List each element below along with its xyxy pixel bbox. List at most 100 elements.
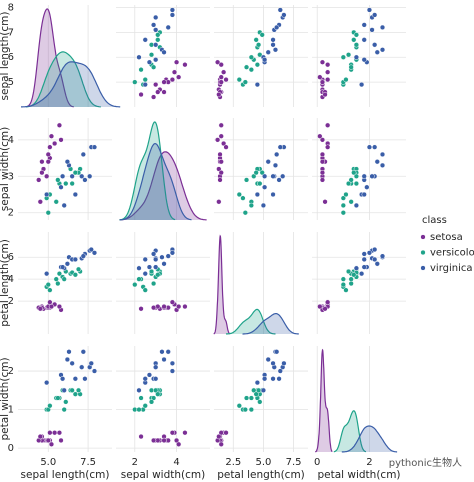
point bbox=[319, 169, 326, 176]
point bbox=[53, 276, 59, 282]
kde-line bbox=[333, 410, 367, 453]
cell bbox=[312, 232, 406, 334]
point bbox=[153, 264, 159, 270]
point bbox=[45, 281, 51, 288]
point bbox=[146, 372, 153, 378]
point bbox=[36, 177, 42, 183]
point bbox=[153, 14, 159, 21]
legend-label: virginica bbox=[430, 263, 473, 274]
point bbox=[261, 173, 268, 179]
point bbox=[236, 191, 242, 198]
point bbox=[270, 191, 276, 198]
point bbox=[75, 266, 82, 272]
y-tick-label: 5 bbox=[8, 77, 14, 88]
point bbox=[87, 173, 93, 179]
y-axis-label: sepal length(cm) bbox=[0, 12, 11, 101]
point bbox=[243, 64, 250, 70]
point bbox=[72, 391, 79, 397]
point bbox=[374, 159, 380, 165]
point bbox=[80, 349, 86, 355]
point bbox=[361, 37, 367, 43]
point bbox=[261, 57, 268, 63]
point bbox=[274, 24, 280, 31]
cell bbox=[312, 5, 406, 107]
point bbox=[348, 64, 354, 70]
point bbox=[270, 173, 276, 179]
point bbox=[176, 441, 182, 447]
point bbox=[242, 79, 248, 85]
point bbox=[142, 271, 148, 277]
point bbox=[148, 52, 155, 58]
cell bbox=[116, 232, 210, 334]
point bbox=[358, 271, 365, 277]
point bbox=[61, 276, 67, 282]
cell bbox=[116, 346, 210, 452]
point bbox=[150, 251, 157, 257]
point bbox=[351, 272, 357, 278]
point bbox=[64, 159, 71, 165]
x-tick-label: 2 bbox=[366, 457, 372, 468]
x-tick-label: 2 bbox=[132, 457, 138, 468]
point bbox=[345, 180, 352, 187]
point bbox=[361, 191, 367, 198]
point bbox=[165, 24, 171, 31]
point bbox=[56, 122, 63, 128]
point bbox=[161, 437, 167, 444]
point bbox=[319, 59, 326, 65]
point bbox=[281, 360, 287, 366]
point bbox=[150, 437, 157, 444]
point bbox=[348, 177, 354, 183]
point bbox=[242, 406, 248, 413]
point bbox=[171, 69, 178, 75]
kde-line bbox=[119, 151, 207, 221]
point bbox=[253, 391, 259, 397]
point bbox=[254, 81, 261, 88]
point bbox=[169, 299, 176, 305]
point bbox=[169, 12, 176, 18]
point bbox=[348, 280, 354, 287]
point bbox=[322, 306, 328, 312]
point bbox=[91, 144, 98, 150]
point bbox=[136, 265, 142, 271]
point bbox=[358, 81, 365, 88]
x-tick-label: 5.0 bbox=[40, 457, 56, 468]
point bbox=[216, 91, 222, 98]
point bbox=[270, 42, 276, 48]
point bbox=[148, 268, 155, 275]
point bbox=[56, 430, 63, 436]
x-tick-label: 5.0 bbox=[255, 457, 271, 468]
point bbox=[353, 54, 360, 60]
point bbox=[136, 54, 142, 60]
y-axis-label: petal length(cm) bbox=[0, 239, 11, 327]
point bbox=[265, 159, 271, 165]
point bbox=[72, 272, 79, 278]
point bbox=[159, 254, 165, 260]
point bbox=[153, 364, 159, 370]
point bbox=[277, 144, 283, 150]
point bbox=[155, 272, 161, 278]
point bbox=[80, 151, 86, 158]
point bbox=[182, 303, 188, 310]
point bbox=[325, 144, 331, 150]
point bbox=[150, 94, 157, 100]
point bbox=[72, 169, 79, 176]
point bbox=[254, 379, 261, 386]
point bbox=[55, 395, 61, 401]
point bbox=[340, 202, 346, 209]
x-tick-label: 4 bbox=[173, 457, 179, 468]
point bbox=[353, 32, 360, 38]
point bbox=[218, 159, 224, 165]
point bbox=[69, 180, 75, 187]
point bbox=[372, 144, 378, 150]
point bbox=[142, 76, 148, 83]
point bbox=[72, 256, 79, 263]
point bbox=[351, 37, 357, 43]
point bbox=[51, 140, 58, 147]
x-axis-label: sepal width(cm) bbox=[121, 469, 205, 481]
point bbox=[132, 79, 138, 85]
point bbox=[361, 57, 367, 63]
cell bbox=[312, 118, 406, 220]
point bbox=[248, 54, 255, 60]
point bbox=[58, 184, 64, 190]
